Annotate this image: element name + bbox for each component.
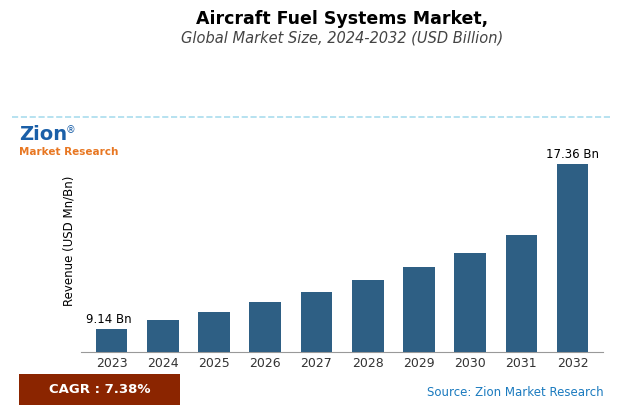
Text: 17.36 Bn: 17.36 Bn	[546, 148, 599, 162]
Bar	[403, 267, 435, 409]
Text: 9.14 Bn: 9.14 Bn	[86, 313, 132, 326]
Bar	[147, 320, 179, 409]
Bar	[454, 253, 486, 409]
Bar	[352, 281, 384, 409]
Bar	[300, 292, 332, 409]
Text: Global Market Size, 2024-2032 (USD Billion): Global Market Size, 2024-2032 (USD Billi…	[181, 31, 503, 46]
Text: Aircraft Fuel Systems Market,: Aircraft Fuel Systems Market,	[196, 10, 488, 28]
Bar	[506, 235, 537, 409]
Text: ®: ®	[65, 125, 75, 135]
Text: CAGR : 7.38%: CAGR : 7.38%	[49, 383, 151, 396]
Text: Source: Zion Market Research: Source: Zion Market Research	[427, 386, 603, 399]
Bar	[249, 301, 281, 409]
Text: Zion: Zion	[19, 125, 67, 144]
Y-axis label: Revenue (USD Mn/Bn): Revenue (USD Mn/Bn)	[62, 176, 75, 306]
Bar	[96, 329, 128, 409]
Bar	[557, 164, 588, 409]
Bar	[198, 312, 230, 409]
Text: Market Research: Market Research	[19, 147, 118, 157]
